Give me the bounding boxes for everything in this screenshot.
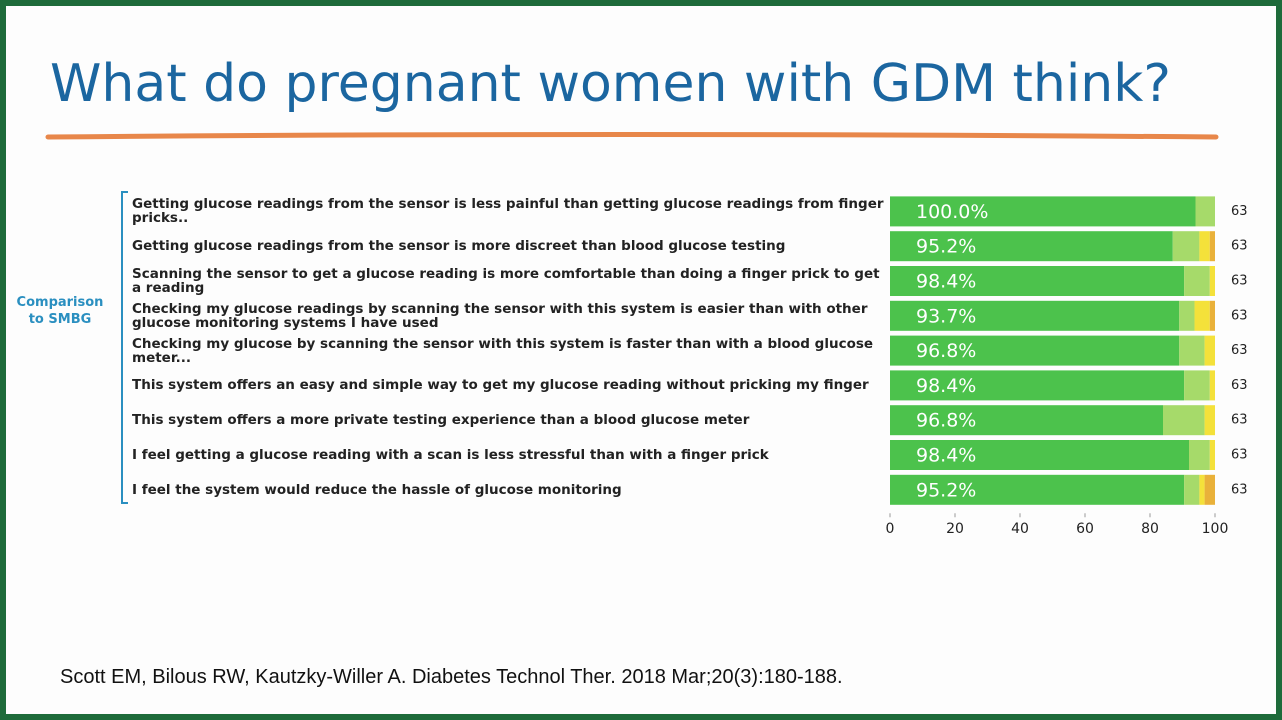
category-label: Getting glucose readings from the sensor… (132, 196, 884, 227)
bar-segment (1209, 370, 1215, 401)
x-tick-label: 20 (946, 521, 964, 537)
bar-segment (1199, 474, 1205, 505)
n-label: 63 (1231, 308, 1248, 323)
bar-segment (1179, 335, 1205, 366)
n-label: 63 (1231, 239, 1248, 254)
total-label: 96.8% (916, 340, 976, 362)
total-label: 93.7% (916, 305, 976, 327)
bar-segment (890, 474, 1185, 505)
total-label: 95.2% (916, 479, 976, 501)
bar-segment (1204, 335, 1215, 366)
category-label: I feel the system would reduce the hassl… (132, 481, 622, 498)
bar-segment (1209, 440, 1215, 470)
total-label: 95.2% (916, 236, 976, 258)
slide: What do pregnant women with GDM think? C… (6, 6, 1276, 714)
bracket-label: Comparison to SMBG (16, 295, 104, 327)
bar-segment (1204, 474, 1215, 505)
category-label: This system offers a more private testin… (132, 412, 750, 429)
citation: Scott EM, Bilous RW, Kautzky-Willer A. D… (60, 666, 843, 688)
bar-segment (1204, 405, 1215, 436)
total-label: 96.8% (916, 410, 976, 432)
bar-segment (890, 300, 1180, 331)
bar-segment (890, 196, 1196, 227)
category-label: Checking my glucose by scanning the sens… (132, 335, 874, 366)
n-label: 63 (1231, 343, 1248, 358)
category-label: Checking my glucose readings by scanning… (132, 300, 868, 331)
n-label: 63 (1231, 482, 1248, 497)
slide-title: What do pregnant women with GDM think? (50, 54, 1171, 114)
total-label: 98.4% (916, 375, 976, 397)
bar-segment (890, 405, 1163, 436)
bar-segment (1179, 300, 1195, 331)
bar-segment (1209, 266, 1215, 296)
n-label: 63 (1231, 378, 1248, 393)
bar-segment (1209, 300, 1215, 331)
n-label: 63 (1231, 448, 1248, 463)
n-label: 63 (1231, 413, 1248, 428)
bar-segment (890, 266, 1185, 296)
category-label: I feel getting a glucose reading with a … (132, 447, 769, 463)
total-label: 98.4% (916, 271, 976, 293)
bar-segment (1209, 231, 1215, 262)
bar-segment (1172, 231, 1200, 262)
bar-segment (1184, 266, 1210, 296)
chart: 100.0% 63 95.2% 63 98.4% 63 93.7% 63 96.8% 63 98.4… (45, 132, 1248, 537)
x-tick-label: 0 (886, 521, 895, 537)
bar-segment (1163, 405, 1205, 436)
x-tick-label: 100 (1202, 521, 1229, 537)
category-label: Getting glucose readings from the sensor… (132, 238, 786, 255)
category-label: Scanning the sensor to get a glucose rea… (132, 266, 880, 296)
bar-segment (1194, 300, 1210, 331)
bracket (121, 191, 128, 504)
n-label: 63 (1231, 274, 1248, 289)
title-underline (45, 132, 1219, 140)
x-tick-label: 80 (1141, 521, 1159, 537)
bar-segment (890, 231, 1173, 262)
bar-segment (1195, 196, 1215, 227)
bar-segment (890, 335, 1180, 366)
total-label: 98.4% (916, 445, 976, 467)
n-label: 63 (1231, 204, 1248, 219)
bar-segment (890, 440, 1189, 470)
bar-segment (1184, 370, 1210, 401)
category-label: This system offers an easy and simple wa… (132, 377, 869, 394)
bar-segment (890, 370, 1185, 401)
x-tick-label: 40 (1011, 521, 1029, 537)
bar-segment (1184, 474, 1200, 505)
x-tick-label: 60 (1076, 521, 1094, 537)
bar-segment (1199, 231, 1210, 262)
total-label: 100.0% (916, 201, 988, 223)
bar-segment (1189, 440, 1210, 470)
